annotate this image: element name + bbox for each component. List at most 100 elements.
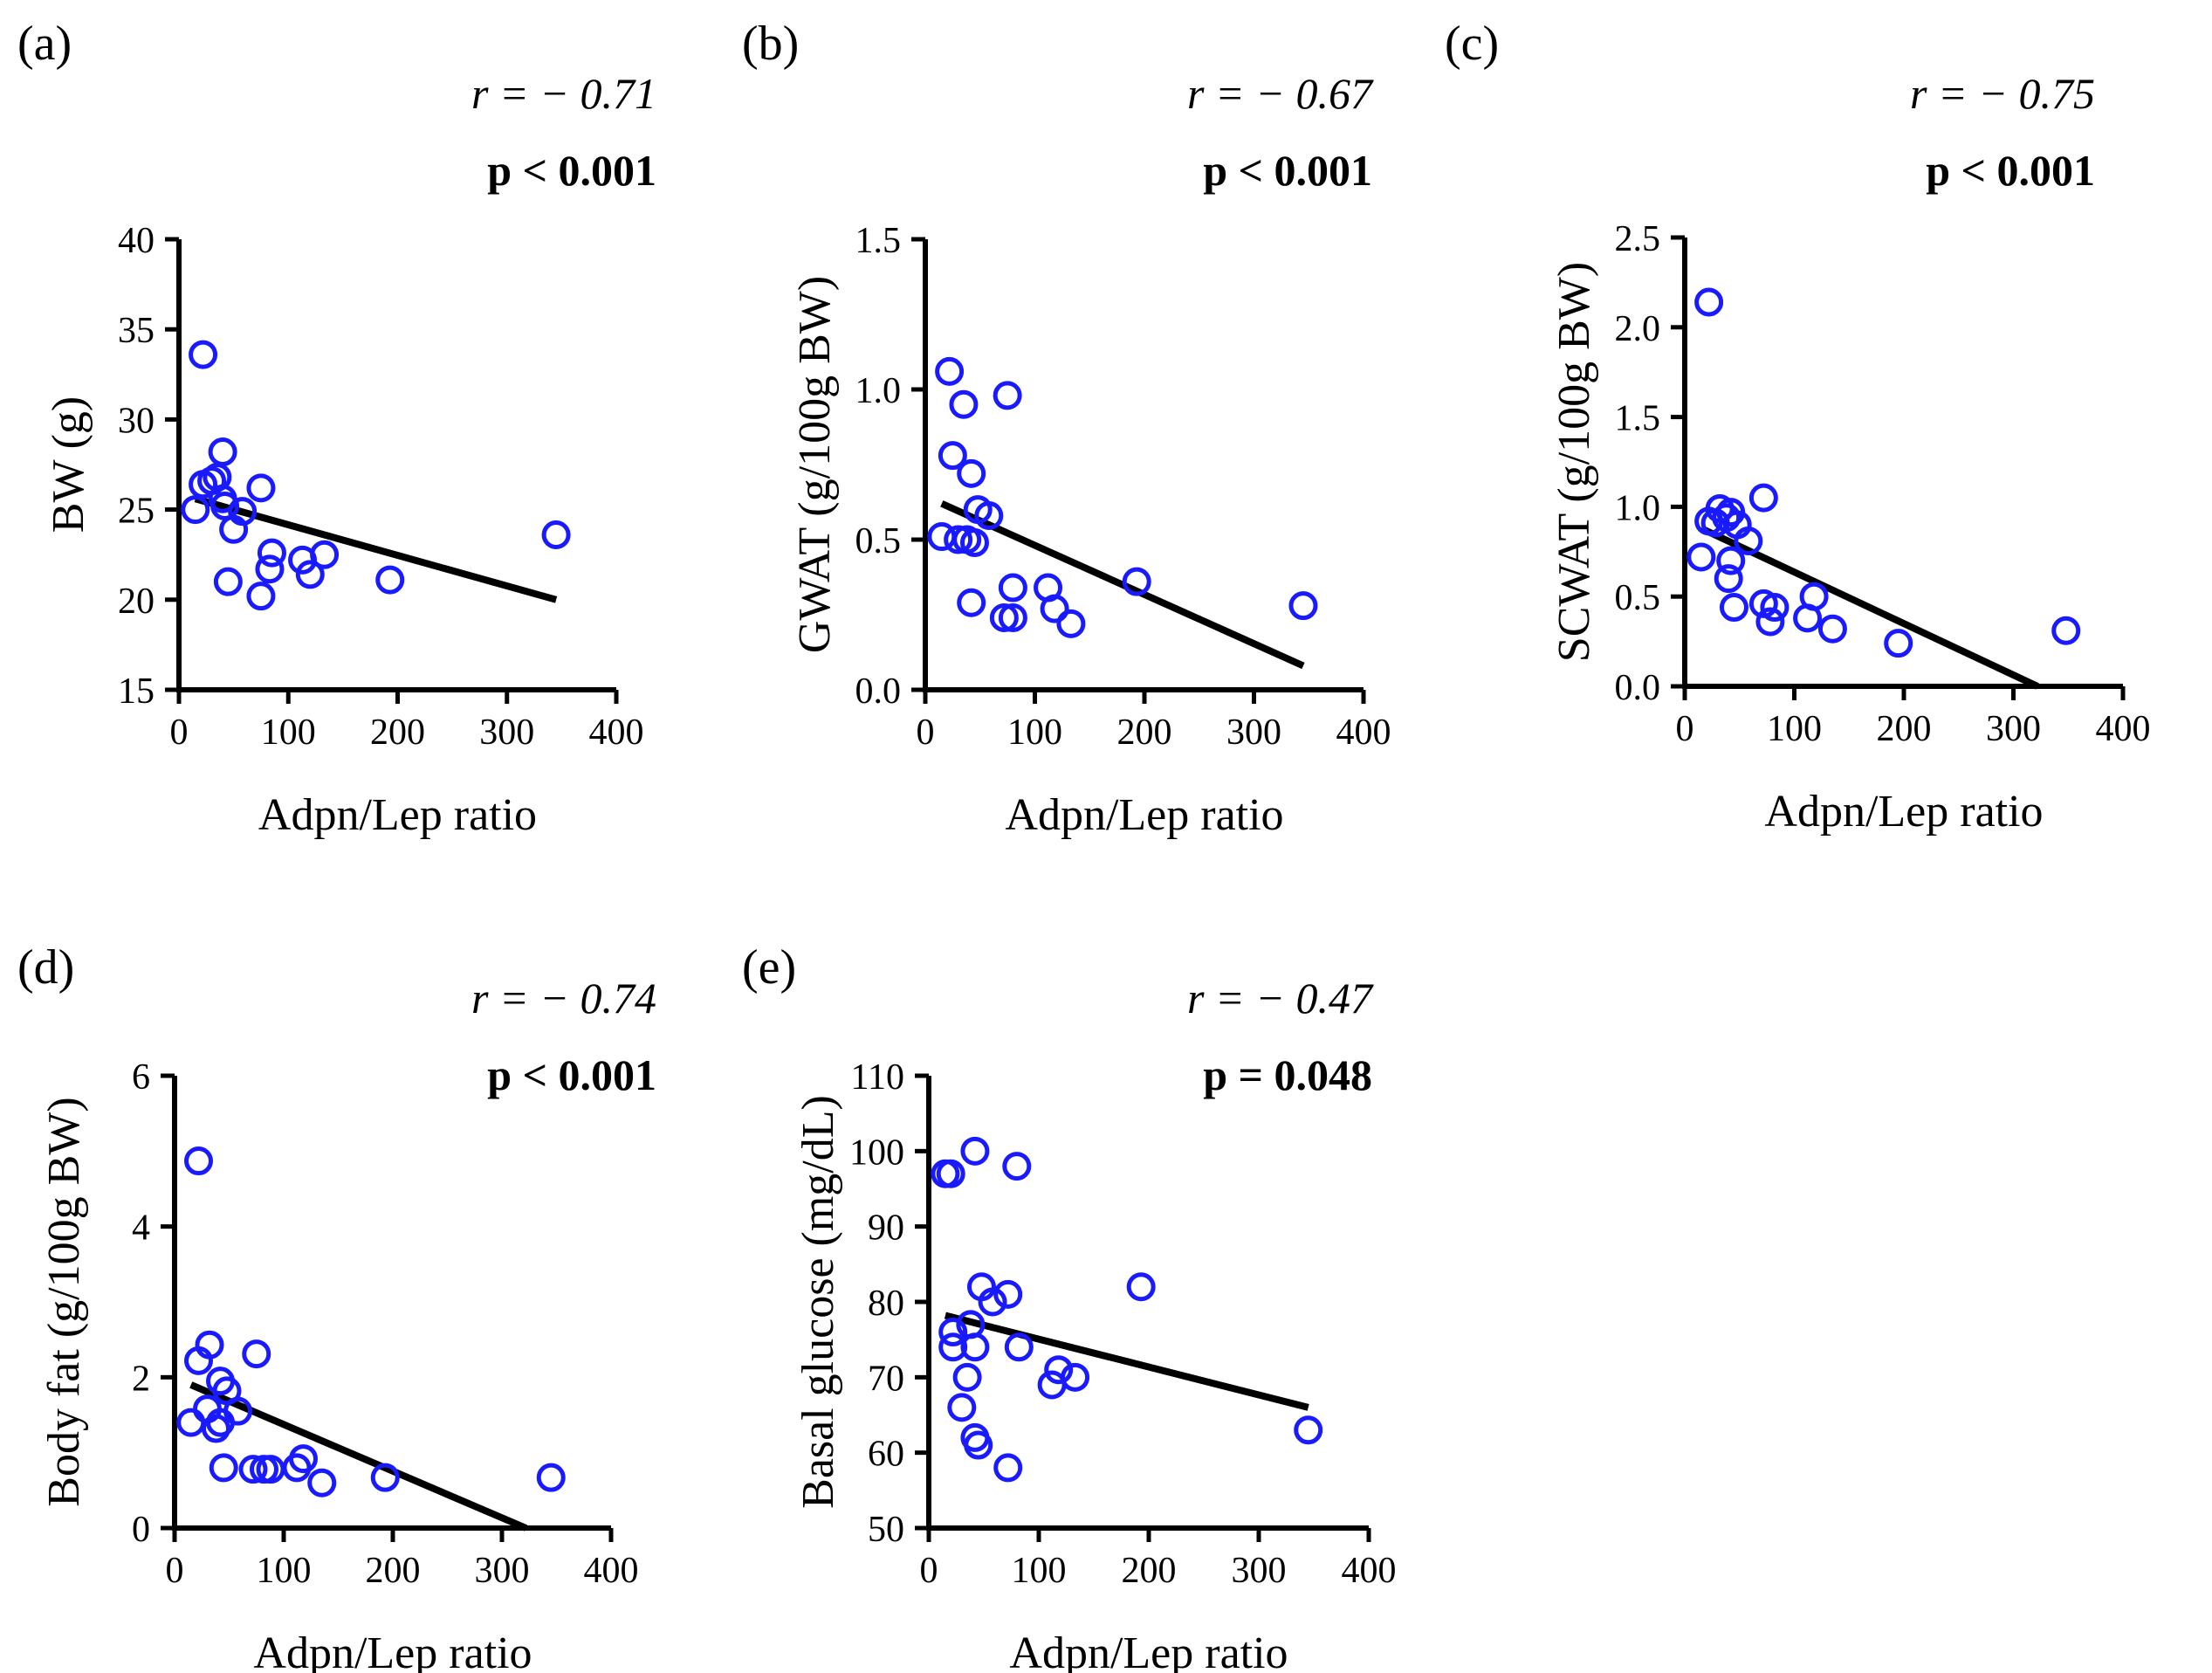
y-tick-label: 110 (851, 1057, 904, 1098)
data-point (993, 1279, 1023, 1309)
x-tick-label: 200 (370, 713, 425, 753)
data-point (246, 473, 276, 503)
y-axis-title: Basal glucose (mg/dL) (793, 1095, 843, 1509)
x-tick-label: 200 (1117, 713, 1172, 753)
y-tick-label: 100 (849, 1133, 904, 1173)
regression-line (189, 1381, 528, 1532)
y-tick-label: 1.0 (855, 371, 902, 411)
x-tick-label: 0 (166, 1551, 184, 1591)
data-point (957, 588, 986, 617)
data-point (947, 1393, 977, 1422)
data-point (257, 538, 286, 568)
p-value: p < 0.001 (1926, 146, 2095, 195)
regression-line (1700, 525, 2039, 690)
data-point (375, 565, 405, 595)
data-point (960, 1332, 990, 1362)
data-point (993, 381, 1022, 410)
data-point (960, 1136, 990, 1166)
y-axis-title: GWAT (g/100g BW) (790, 276, 840, 653)
data-point (370, 1463, 400, 1492)
chart-panel: (c) r = − 0.75 p < 0.001 0.0 0.5 1.0 1.5 2.0 2.5… (1445, 17, 2151, 836)
y-tick-label: 60 (868, 1435, 904, 1475)
y-axis-title: BW (g) (44, 396, 93, 533)
data-point (1044, 1355, 1074, 1385)
data-point (202, 1414, 230, 1443)
data-point (213, 567, 243, 596)
chart-panel: (b) r = − 0.67 p < 0.001 0.0 0.5 1.0 1.5 0 100 20… (742, 17, 1391, 840)
y-tick-label: 50 (868, 1510, 904, 1550)
data-point (1056, 609, 1086, 638)
data-point (1004, 1332, 1034, 1362)
regression-line (194, 495, 558, 603)
x-tick-label: 0 (917, 713, 935, 753)
data-point (936, 1159, 965, 1188)
x-axis-title: Adpn/Lep ratio (253, 1628, 532, 1673)
panel-label: (b) (742, 17, 799, 71)
y-tick-label: 6 (132, 1057, 150, 1098)
chart-panel: (e) r = − 0.47 p = 0.048 50 60 70 80 90 100 110 0 1… (742, 940, 1397, 1673)
y-tick-label: 4 (132, 1208, 150, 1249)
x-tick-label: 100 (1767, 709, 1822, 749)
p-value: p = 0.048 (1203, 1050, 1372, 1099)
x-tick-label: 300 (479, 713, 534, 753)
data-point (1061, 1362, 1090, 1392)
data-point (310, 540, 340, 569)
data-point (238, 1455, 268, 1484)
data-point (295, 560, 325, 589)
r-value: r = − 0.67 (1187, 69, 1374, 118)
data-point (208, 437, 237, 467)
data-point (209, 1453, 238, 1483)
y-tick-label: 0 (132, 1510, 150, 1550)
p-value: p < 0.001 (487, 1050, 656, 1099)
r-value: r = − 0.47 (1187, 974, 1374, 1022)
data-point (2051, 616, 2081, 645)
x-axis-title: Adpn/Lep ratio (1005, 790, 1283, 840)
y-tick-label: 90 (868, 1208, 904, 1249)
panel-label: (e) (742, 940, 796, 995)
data-point (938, 1318, 968, 1347)
data-point (1760, 593, 1790, 623)
data-point (1748, 483, 1778, 513)
x-axis-title: Adpn/Lep ratio (1009, 1628, 1288, 1673)
data-point (974, 500, 1004, 530)
data-point (989, 602, 1019, 632)
data-point (935, 356, 965, 386)
data-point (242, 1339, 271, 1369)
x-tick-label: 0 (170, 713, 189, 753)
data-point (959, 527, 989, 557)
data-point (1294, 1415, 1323, 1445)
data-point (938, 441, 967, 471)
regression-line (940, 500, 1305, 670)
y-tick-label: 15 (118, 671, 155, 712)
r-value: r = − 0.71 (471, 69, 656, 118)
x-tick-label: 100 (257, 1551, 312, 1591)
panel-label: (c) (1445, 17, 1499, 71)
data-point (944, 525, 973, 554)
y-tick-label: 1.5 (1615, 399, 1661, 439)
x-tick-label: 300 (475, 1551, 530, 1591)
x-tick-label: 300 (1232, 1551, 1287, 1591)
y-tick-label: 0.0 (1615, 668, 1661, 708)
y-tick-label: 20 (118, 582, 155, 622)
data-point (1122, 567, 1151, 596)
data-point (1288, 591, 1318, 621)
y-tick-label: 2.0 (1615, 309, 1661, 349)
x-tick-label: 0 (1676, 709, 1694, 749)
x-tick-label: 200 (366, 1551, 421, 1591)
y-tick-label: 25 (118, 492, 155, 532)
data-point (1716, 546, 1746, 575)
x-tick-label: 300 (1226, 713, 1281, 753)
data-point (1694, 287, 1724, 317)
data-point (255, 554, 285, 584)
data-point (536, 1463, 566, 1492)
data-point (952, 1362, 982, 1392)
p-value: p < 0.001 (1203, 146, 1372, 195)
y-tick-label: 1.0 (1615, 488, 1661, 528)
x-tick-label: 100 (1007, 713, 1062, 753)
y-tick-label: 40 (118, 221, 155, 261)
data-point (998, 573, 1027, 602)
y-tick-label: 30 (118, 401, 155, 441)
y-tick-label: 0.5 (855, 521, 902, 561)
